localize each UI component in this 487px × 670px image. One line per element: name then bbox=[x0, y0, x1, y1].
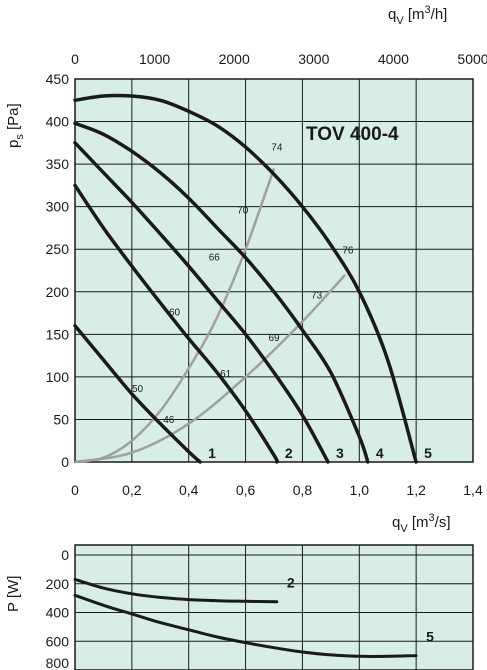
y-tick-label: 0 bbox=[61, 454, 69, 470]
pressure-curve-3 bbox=[73, 141, 330, 464]
model-label: TOV 400-4 bbox=[306, 124, 399, 145]
curve-label: 2 bbox=[287, 575, 295, 591]
pressure-curves bbox=[73, 93, 418, 464]
curve-label: 1 bbox=[208, 445, 216, 461]
y-tick-label: 0 bbox=[61, 547, 69, 563]
power-y-tick-labels: 0 200 400 600 800 bbox=[46, 547, 70, 670]
flow-x-tick-labels: 0 0,2 0,4 0,6 0,8 1,0 1,2 1,4 bbox=[71, 482, 483, 498]
y-tick-label: 800 bbox=[46, 655, 70, 670]
flow-secondary-axis-title: qV [m3/h] bbox=[388, 4, 447, 27]
y-tick-label: 200 bbox=[46, 576, 70, 592]
speed-curve-labels: 1 2 3 4 5 bbox=[208, 445, 432, 461]
x-tick-label: 0,6 bbox=[236, 482, 256, 498]
x-tick-label: 1,0 bbox=[350, 482, 370, 498]
x-tick-label: 1,4 bbox=[463, 482, 483, 498]
x-tick-label: 0,8 bbox=[293, 482, 313, 498]
pressure-curve-1 bbox=[73, 324, 202, 464]
x2-tick-label: 2000 bbox=[219, 51, 250, 67]
y-tick-label: 250 bbox=[46, 241, 70, 257]
y-tick-label: 200 bbox=[46, 284, 70, 300]
power-axis-title: P [W] bbox=[5, 576, 22, 612]
pressure-plot: 74 70 66 60 50 46 61 69 73 76 1 2 3 4 5 0 50 100 150 200 2… bbox=[5, 4, 487, 535]
pressure-y-tick-labels: 0 50 100 150 200 250 300 350 400 450 bbox=[46, 71, 70, 470]
x-tick-label: 0 bbox=[71, 482, 79, 498]
x-tick-label: 0,2 bbox=[122, 482, 142, 498]
y-tick-label: 50 bbox=[53, 411, 69, 427]
x-tick-label: 1,2 bbox=[406, 482, 426, 498]
y-tick-label: 350 bbox=[46, 156, 70, 172]
efficiency-label: 61 bbox=[220, 369, 232, 380]
x2-tick-label: 5000 bbox=[457, 51, 487, 67]
efficiency-label: 73 bbox=[311, 291, 323, 302]
y-tick-label: 150 bbox=[46, 326, 70, 342]
efficiency-curve bbox=[74, 167, 276, 464]
efficiency-label: 70 bbox=[237, 205, 249, 216]
x2-tick-label: 4000 bbox=[378, 51, 409, 67]
power-grid bbox=[74, 545, 474, 670]
y-tick-label: 300 bbox=[46, 199, 70, 215]
pressure-plot-background bbox=[74, 78, 474, 463]
power-curve-labels: 25 bbox=[287, 575, 434, 645]
efficiency-label: 69 bbox=[268, 333, 280, 344]
pressure-axis-title: ps [Pa] bbox=[5, 103, 26, 148]
efficiency-label: 60 bbox=[169, 308, 181, 319]
efficiency-label: 50 bbox=[132, 384, 144, 395]
efficiency-curve bbox=[74, 273, 347, 464]
x2-tick-label: 3000 bbox=[298, 51, 329, 67]
efficiency-label: 74 bbox=[271, 142, 283, 153]
efficiency-labels: 74 70 66 60 50 46 61 69 73 76 bbox=[132, 142, 354, 425]
flow-secondary-x-tick-labels: 0 1000 2000 3000 4000 5000 bbox=[71, 51, 487, 67]
power-curves bbox=[73, 577, 418, 658]
curve-label: 5 bbox=[426, 629, 434, 645]
y-tick-label: 400 bbox=[46, 605, 70, 621]
pressure-curve-2 bbox=[73, 183, 279, 464]
efficiency-label: 76 bbox=[342, 245, 354, 256]
efficiency-label: 46 bbox=[163, 415, 175, 426]
flow-axis-title: qV [m3/s] bbox=[392, 512, 451, 535]
curve-label: 2 bbox=[285, 445, 293, 461]
pressure-curve-4 bbox=[73, 121, 370, 464]
x-tick-label: 0,4 bbox=[179, 482, 199, 498]
power-curve-2 bbox=[73, 577, 279, 604]
power-curve-5 bbox=[73, 593, 418, 658]
efficiency-curves bbox=[74, 167, 347, 464]
pressure-grid bbox=[74, 78, 474, 463]
x2-tick-label: 1000 bbox=[139, 51, 170, 67]
y-tick-label: 400 bbox=[46, 114, 70, 130]
curve-label: 4 bbox=[376, 445, 384, 461]
pressure-curve-5 bbox=[73, 93, 418, 464]
power-plot-background bbox=[74, 544, 474, 670]
y-tick-label: 450 bbox=[46, 71, 70, 87]
curve-label: 5 bbox=[424, 445, 432, 461]
curve-label: 3 bbox=[336, 445, 344, 461]
x2-tick-label: 0 bbox=[71, 51, 79, 67]
y-tick-label: 100 bbox=[46, 369, 70, 385]
efficiency-label: 66 bbox=[209, 252, 221, 263]
y-tick-label: 600 bbox=[46, 633, 70, 649]
